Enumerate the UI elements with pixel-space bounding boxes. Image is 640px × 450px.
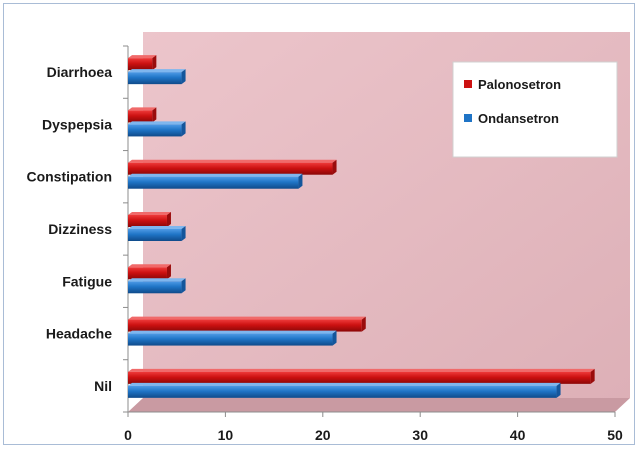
- category-label-nil: Nil: [94, 378, 112, 394]
- bar-ondansetron-fatigue: [128, 278, 186, 294]
- category-label-fatigue: Fatigue: [62, 273, 112, 289]
- x-tick-label-0: 0: [124, 427, 132, 443]
- bar-palonosetron-nil: [128, 368, 595, 384]
- bar-ondansetron-diarrhoea: [128, 69, 186, 85]
- legend: Palonosetron Ondansetron: [452, 61, 618, 158]
- bar-ondansetron-nil: [128, 382, 561, 398]
- category-label-constipation: Constipation: [26, 169, 112, 185]
- category-labels: Nil Headache Fatigue Dizziness Constipation D…: [26, 64, 112, 394]
- bar-palonosetron-dizziness: [128, 212, 171, 227]
- legend-box: [452, 61, 618, 158]
- legend-label-palonosetron: Palonosetron: [478, 77, 561, 92]
- bar-palonosetron-fatigue: [128, 264, 171, 280]
- bar-ondansetron-dizziness: [128, 226, 186, 241]
- x-tick-label-30: 30: [412, 427, 428, 443]
- legend-label-ondansetron: Ondansetron: [478, 111, 559, 126]
- bars: [128, 55, 595, 398]
- bar-palonosetron-dyspepsia: [128, 107, 157, 123]
- bar-ondansetron-constipation: [128, 173, 303, 189]
- x-tick-label-20: 20: [315, 427, 331, 443]
- bar-palonosetron-constipation: [128, 159, 337, 175]
- category-label-diarrhoea: Diarrhoea: [47, 64, 113, 80]
- bar-palonosetron-diarrhoea: [128, 55, 157, 71]
- plot-floor: [128, 398, 630, 412]
- legend-swatch-palonosetron: [464, 80, 472, 88]
- bar-palonosetron-headache: [128, 316, 366, 332]
- bar-ondansetron-headache: [128, 330, 337, 346]
- x-tick-label-10: 10: [218, 427, 234, 443]
- y-axis-ticks: [123, 45, 128, 413]
- x-tick-label-40: 40: [510, 427, 526, 443]
- category-label-dizziness: Dizziness: [48, 221, 112, 237]
- category-label-dyspepsia: Dyspepsia: [42, 116, 112, 132]
- x-tick-label-50: 50: [607, 427, 623, 443]
- category-label-headache: Headache: [46, 326, 112, 342]
- x-tick-labels: 0 10 20 30 40 50: [124, 427, 623, 443]
- bar-ondansetron-dyspepsia: [128, 121, 186, 137]
- legend-swatch-ondansetron: [464, 114, 472, 122]
- x-axis-ticks: [127, 412, 616, 417]
